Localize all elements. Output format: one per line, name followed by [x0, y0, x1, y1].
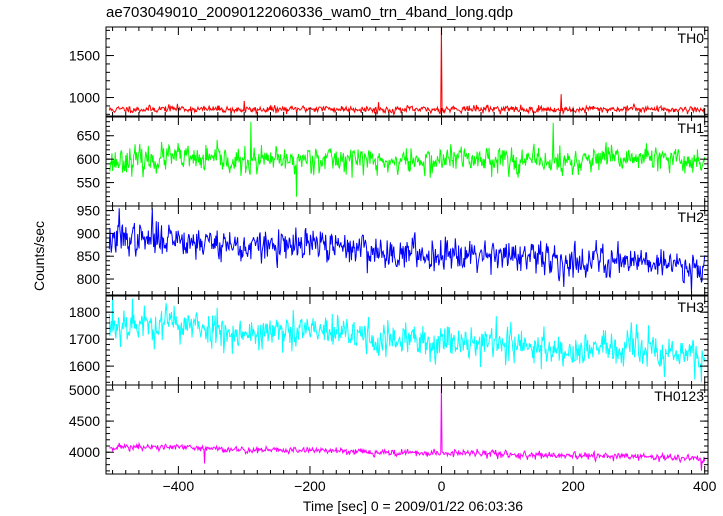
series-line-th3 [108, 296, 706, 383]
series-line-th0 [108, 27, 706, 116]
y-tick-label: 800 [77, 271, 101, 287]
panel-th0123: 4000 4500 5000 TH0123 [69, 382, 709, 475]
x-axis-label: Time [sec] 0 = 2009/01/22 06:03:36 [303, 498, 523, 514]
panel-label-th0123: TH0123 [654, 388, 704, 404]
x-tick-label: 400 [693, 478, 717, 494]
y-tick-label: 1500 [69, 48, 100, 64]
y-tick-label: 900 [77, 225, 101, 241]
y-tick-label: 1000 [69, 90, 100, 106]
panel-label-th2: TH2 [678, 209, 705, 225]
panel-frame [105, 384, 709, 475]
panel-th3: 1600 1700 1800 TH3 [69, 295, 709, 386]
x-tick-label: −200 [294, 478, 326, 494]
series-line-th0123 [109, 385, 706, 471]
panel-th1: 550 600 650 TH1 [77, 116, 709, 207]
y-tick-label: 4000 [69, 444, 100, 460]
y-tick-label: 4500 [69, 413, 100, 429]
x-tick-label: 200 [561, 478, 585, 494]
panel-label-th3: TH3 [678, 299, 705, 315]
y-tick-label: 5000 [69, 382, 100, 398]
panel-th0: 1000 1500 TH0 [69, 26, 709, 117]
panels-layer: 1000 1500 TH0 550 600 650 TH1 800 850 900 950 TH2 16… [69, 26, 717, 494]
x-tick-label: 0 [438, 478, 446, 494]
panel-frame [105, 205, 709, 296]
y-tick-label: 1800 [69, 304, 100, 320]
y-tick-label: 1600 [69, 358, 100, 374]
y-tick-label: 600 [77, 151, 101, 167]
y-tick-label: 1700 [69, 331, 100, 347]
series-line-th2 [108, 208, 706, 293]
y-tick-label: 950 [77, 203, 101, 219]
panel-label-th1: TH1 [678, 120, 705, 136]
y-axis-label: Counts/sec [31, 221, 47, 291]
chart-title: ae703049010_20090122060336_wam0_trn_4ban… [106, 4, 513, 21]
panel-label-th0: TH0 [678, 30, 705, 46]
panel-frame [105, 26, 709, 117]
y-tick-label: 550 [77, 175, 101, 191]
y-tick-label: 650 [77, 128, 101, 144]
x-tick-label: −400 [163, 478, 195, 494]
series-line-th1 [108, 121, 706, 197]
y-tick-label: 850 [77, 248, 101, 264]
panel-th2: 800 850 900 950 TH2 [77, 203, 709, 296]
